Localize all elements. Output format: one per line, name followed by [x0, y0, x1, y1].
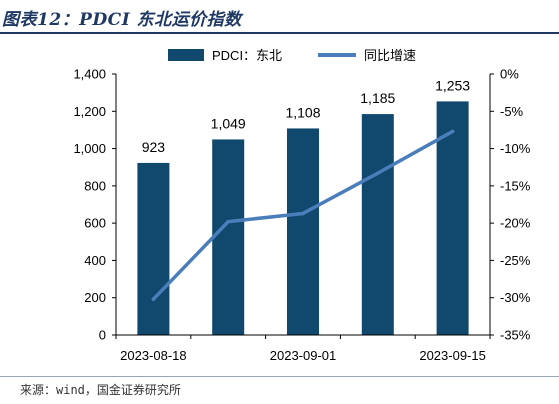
bar-value-label: 1,049 — [211, 115, 246, 131]
bar-value-label: 1,253 — [435, 77, 470, 93]
left-tick-label: 400 — [84, 253, 106, 268]
line-point-2023-09-08 — [376, 171, 380, 175]
bar-value-label: 923 — [142, 139, 166, 155]
right-tick-label: -25% — [500, 253, 531, 268]
legend-label-bars: PDCI：东北 — [212, 48, 282, 63]
combo-chart: PDCI：东北 同比增速 923 1,049 1,108 1,185 1,253 0 200… — [73, 48, 530, 364]
figure-header: 图表12：PDCI 东北运价指数 — [0, 0, 559, 32]
right-tick-label: -10% — [500, 141, 531, 156]
bar-series — [137, 101, 469, 335]
line-point-2023-08-18 — [151, 297, 156, 302]
bar-2023-08-25 — [212, 139, 245, 335]
right-tick-label: -20% — [500, 216, 531, 231]
bar-data-labels: 923 1,049 1,108 1,185 1,253 — [142, 77, 471, 155]
figure-title: 图表12：PDCI 东北运价指数 — [2, 10, 242, 30]
line-point-2023-09-15 — [450, 129, 455, 134]
right-tick-label: 0% — [500, 67, 519, 82]
right-tick-label: -15% — [500, 178, 531, 193]
right-tick-label: -30% — [500, 290, 531, 305]
source-divider — [0, 376, 559, 377]
right-tick-label: -35% — [500, 328, 531, 343]
bar-2023-08-18 — [137, 162, 170, 335]
line-point-2023-08-25 — [226, 219, 230, 224]
line-point-2023-09-01 — [301, 211, 305, 216]
chart-legend: PDCI：东北 同比增速 — [168, 48, 416, 63]
bar-2023-09-08 — [361, 114, 394, 335]
line-series — [151, 129, 455, 302]
left-tick-label: 600 — [84, 216, 106, 231]
left-tick-label: 0 — [99, 328, 106, 343]
bar-value-label: 1,185 — [360, 90, 395, 106]
left-tick-label: 1,000 — [73, 141, 106, 156]
left-tick-label: 800 — [84, 178, 106, 193]
left-tick-label: 1,400 — [73, 67, 106, 82]
left-tick-label: 200 — [84, 290, 106, 305]
source-note: 来源：wind，国金证券研究所 — [20, 383, 181, 397]
left-tick-label: 1,200 — [73, 104, 106, 119]
right-tick-label: -5% — [500, 104, 524, 119]
bar-2023-09-15 — [436, 101, 469, 335]
x-tick-label: 2023-08-18 — [120, 348, 187, 363]
x-tick-label: 2023-09-01 — [270, 348, 337, 363]
bar-value-label: 1,108 — [285, 104, 320, 120]
bar-2023-09-01 — [287, 128, 319, 335]
legend-label-line: 同比增速 — [364, 48, 416, 63]
legend-swatch-bars — [168, 49, 204, 61]
x-tick-label: 2023-09-15 — [419, 348, 486, 363]
chart-axes: 0 200 400 600 800 1,000 1,200 1,400 0% -5% -10% -15… — [73, 67, 530, 364]
title-divider — [0, 32, 559, 34]
